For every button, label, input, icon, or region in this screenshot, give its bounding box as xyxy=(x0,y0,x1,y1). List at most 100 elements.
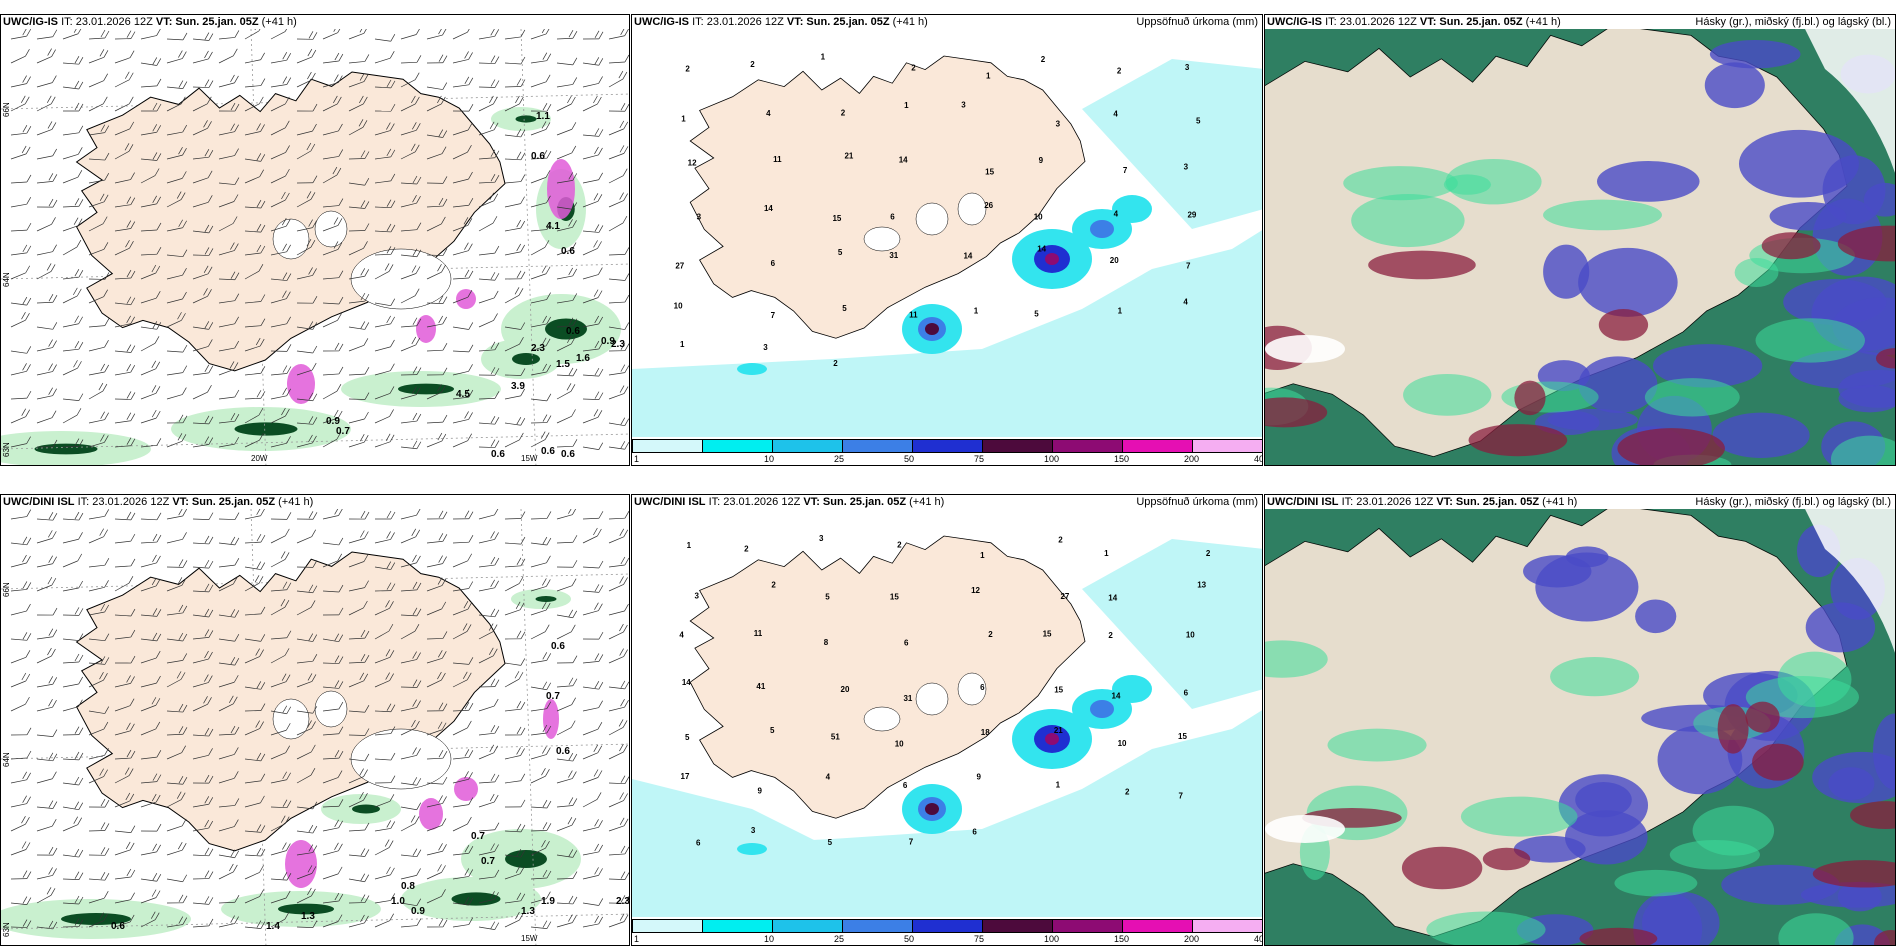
wind-barb xyxy=(608,417,629,427)
mid-cloud-area xyxy=(1523,555,1592,588)
wind-barb xyxy=(478,272,500,281)
colorbar: 1 10 25 50 75 100 150 200 400 xyxy=(632,917,1262,945)
low-cloud-area xyxy=(1614,869,1698,897)
colorbar-label: 50 xyxy=(904,934,915,944)
wind-barb xyxy=(270,745,291,760)
wind-barb xyxy=(166,632,188,642)
wind-barb xyxy=(166,577,187,592)
wind-barb xyxy=(426,510,448,520)
wind-barb xyxy=(88,872,110,881)
wind-barb xyxy=(114,722,135,736)
wind-barb xyxy=(322,198,344,208)
high-cloud-area xyxy=(1752,743,1804,781)
wind-barb xyxy=(530,222,552,232)
precip-value-label: 5 xyxy=(1196,116,1201,125)
wind-barb xyxy=(218,361,239,376)
wind-barb xyxy=(504,658,526,666)
wind-barb xyxy=(140,843,161,856)
wind-barb xyxy=(400,747,421,760)
precip-value-label: 8 xyxy=(824,638,829,647)
precip-value-label: 51 xyxy=(831,732,840,741)
wind-barb xyxy=(296,103,318,112)
wind-barb xyxy=(140,749,162,760)
precip-value-label: 11 xyxy=(773,155,782,164)
wind-barb xyxy=(296,71,316,88)
wind-barb xyxy=(88,96,108,112)
wind-barb xyxy=(218,194,239,208)
colorbar-label: 150 xyxy=(1114,934,1130,944)
wind-barb xyxy=(556,172,578,184)
wind-barb xyxy=(348,554,369,568)
wind-barb xyxy=(348,629,370,640)
wind-barb xyxy=(270,243,291,256)
wind-barb xyxy=(218,849,240,859)
wind-barb xyxy=(582,95,602,112)
glacier xyxy=(957,672,987,706)
colorbar-label: 400 xyxy=(1254,454,1262,464)
wind-barb xyxy=(556,560,578,568)
wind-barb xyxy=(608,192,628,208)
wind-barb xyxy=(192,819,214,832)
wind-barb xyxy=(452,217,473,232)
wind-barb xyxy=(10,727,32,736)
wind-barb xyxy=(62,287,82,304)
latitude-label: 64N xyxy=(2,272,11,287)
wind-barb xyxy=(478,921,500,930)
mid-cloud-area xyxy=(1712,412,1810,458)
wind-barb xyxy=(504,671,524,688)
wind-barb xyxy=(62,80,84,90)
wind-barb xyxy=(140,360,161,376)
wind-barb xyxy=(166,249,188,258)
precip-value-label: 3 xyxy=(1056,120,1061,129)
wind-barb xyxy=(374,246,396,256)
panel-subtitle: Uppsöfnuð úrkoma (mm) xyxy=(1136,496,1258,508)
wind-barb xyxy=(322,584,344,593)
wind-barb xyxy=(426,650,447,664)
wind-barb xyxy=(10,795,31,808)
wind-barb xyxy=(608,845,629,856)
wind-barb xyxy=(608,895,629,904)
precip-value-label: 3 xyxy=(695,591,700,600)
wind-barb xyxy=(140,721,161,736)
wind-barb xyxy=(582,792,602,808)
wind-barb xyxy=(36,410,57,424)
wind-barb xyxy=(556,122,577,136)
wind-speed-label: 0.6 xyxy=(531,151,545,162)
wind-barb xyxy=(374,820,396,832)
wind-barb xyxy=(582,700,603,712)
wind-barb xyxy=(582,146,603,160)
wind-barb xyxy=(478,698,499,712)
wind-barb xyxy=(556,770,577,784)
wind-barb xyxy=(218,512,240,520)
cloud-map xyxy=(1265,29,1895,465)
wind-barb xyxy=(374,148,396,160)
wind-barb xyxy=(192,339,213,352)
wind-barb xyxy=(166,559,188,568)
precip-value-label: 9 xyxy=(758,786,763,795)
wind-barb xyxy=(478,439,500,448)
wind-area-strong xyxy=(398,383,454,395)
wind-barb xyxy=(88,172,110,184)
wind-barb xyxy=(166,124,188,136)
wind-barb xyxy=(296,653,318,664)
wind-barb xyxy=(270,191,290,208)
wind-barb xyxy=(348,241,368,256)
wind-barb xyxy=(556,535,578,544)
wind-barb xyxy=(322,770,343,784)
wind-barb xyxy=(582,30,604,40)
mid-cloud-area xyxy=(1872,713,1895,790)
wind-barb xyxy=(140,533,162,544)
wind-barb xyxy=(10,815,30,832)
precip-value-label: 2 xyxy=(1117,67,1122,76)
wind-barb xyxy=(530,840,550,856)
wind-barb xyxy=(114,269,136,280)
wind-barb xyxy=(478,647,498,664)
wind-barb xyxy=(114,50,135,64)
wind-barb xyxy=(582,602,603,616)
wind-barb xyxy=(400,288,420,304)
precip-value-label: 9 xyxy=(1039,156,1044,165)
wind-barb xyxy=(348,728,370,736)
wind-barb xyxy=(192,870,214,880)
